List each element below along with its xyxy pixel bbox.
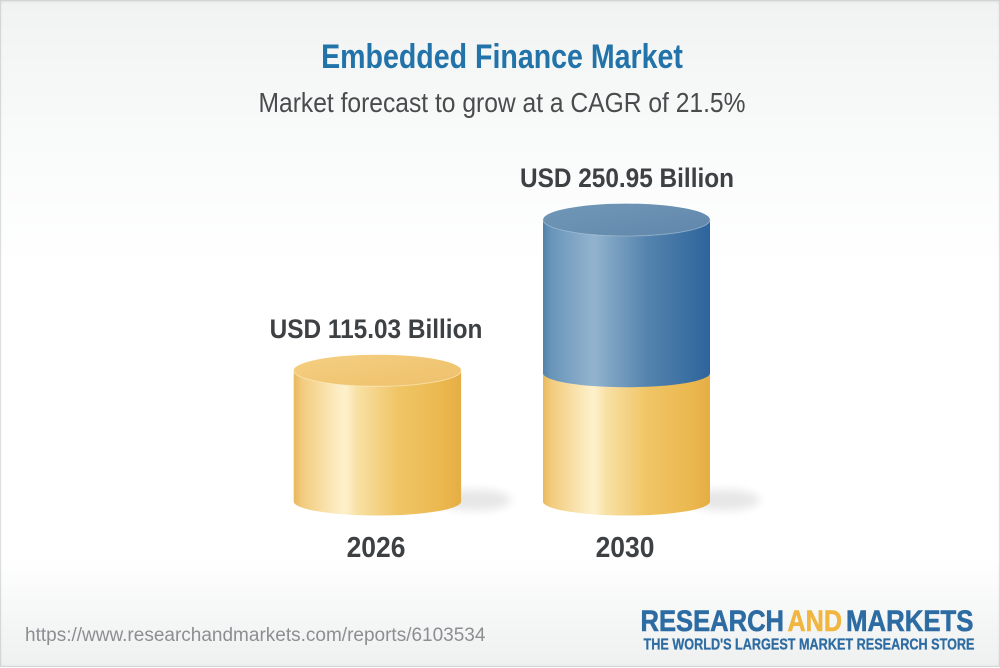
svg-text:THE WORLD'S LARGEST MARKET RES: THE WORLD'S LARGEST MARKET RESEARCH STOR… xyxy=(644,637,975,654)
svg-text:AND: AND xyxy=(788,605,843,638)
svg-text:MARKETS: MARKETS xyxy=(846,605,974,638)
svg-text:RESEARCH: RESEARCH xyxy=(641,605,785,638)
